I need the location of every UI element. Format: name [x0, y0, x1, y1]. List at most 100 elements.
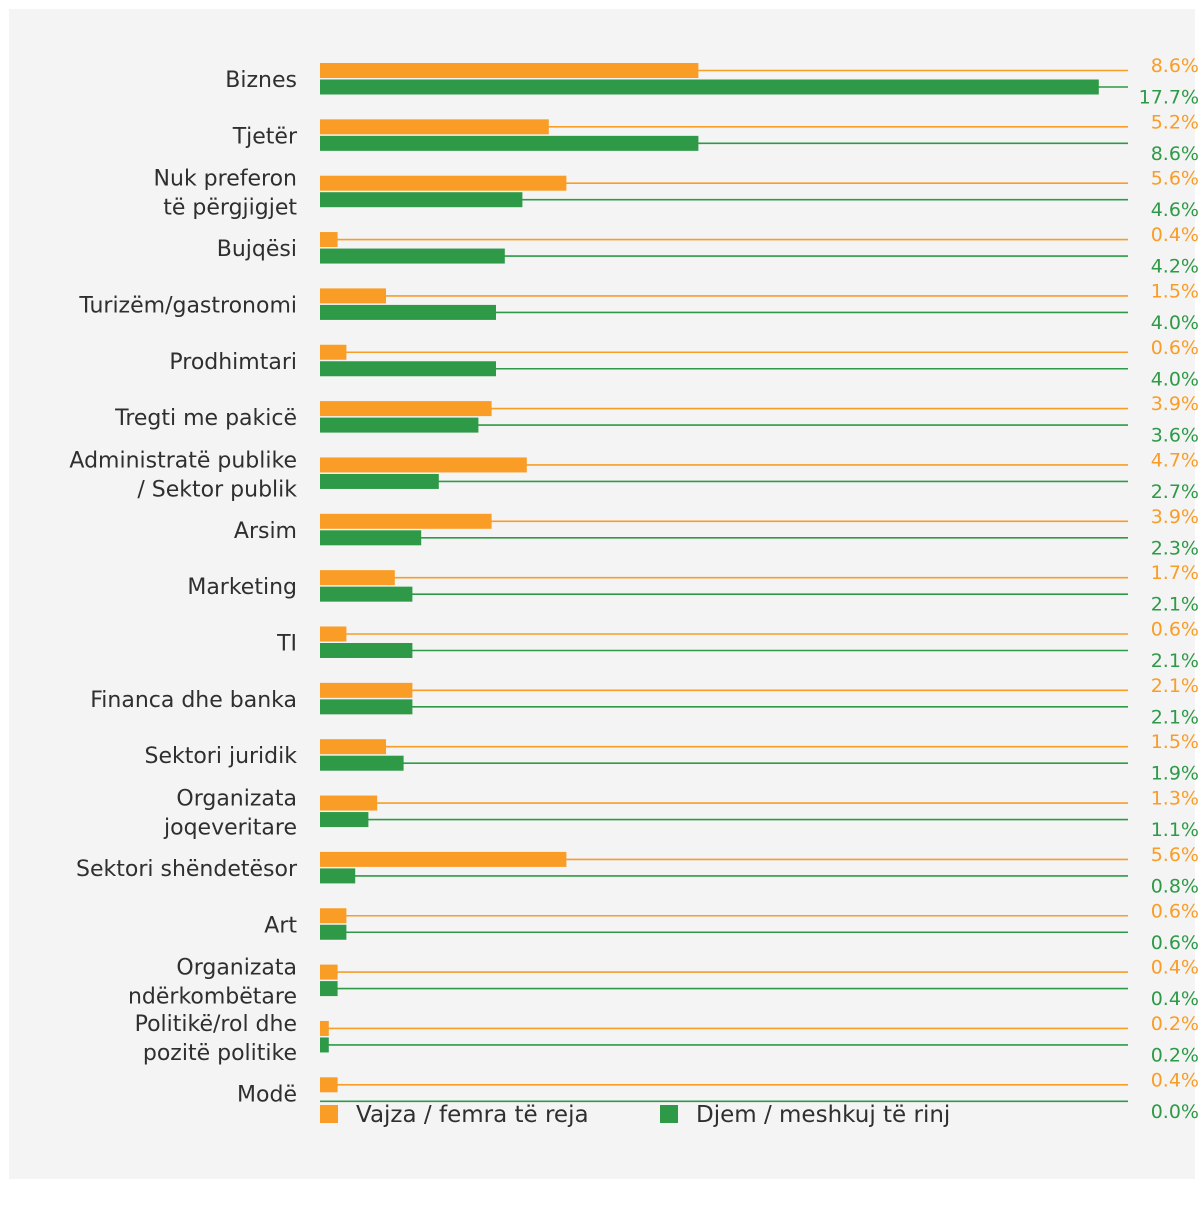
data-label: 2.1% [1151, 675, 1199, 697]
data-label: 5.2% [1151, 111, 1199, 133]
bar-female [320, 1077, 338, 1093]
data-label: 2.1% [1151, 594, 1199, 616]
bar-male [320, 473, 439, 489]
bar-female [320, 1020, 329, 1036]
bar-male [320, 699, 413, 715]
data-label: 5.6% [1151, 844, 1199, 866]
bar-male [320, 755, 404, 771]
data-label: 0.4% [1151, 957, 1199, 979]
data-label: 0.6% [1151, 900, 1199, 922]
legend-label: Vajza / femra të reja [356, 1102, 589, 1128]
bar-female [320, 119, 549, 135]
bar-female [320, 175, 567, 191]
category-label: Turizëm/gastronomi [78, 293, 297, 318]
data-label: 1.9% [1151, 763, 1199, 785]
data-label: 3.9% [1151, 393, 1199, 415]
category-label: Organizata [176, 956, 297, 981]
bar-female [320, 63, 699, 78]
data-label: 3.9% [1151, 506, 1199, 528]
legend-label: Djem / meshkuj të rinj [696, 1102, 950, 1128]
category-label: të përgjigjet [163, 196, 297, 221]
bar-female [320, 232, 338, 248]
category-label: / Sektor publik [137, 477, 297, 502]
data-label: 1.5% [1151, 280, 1199, 302]
category-label: Art [264, 913, 297, 938]
data-label: 8.6% [1151, 55, 1199, 77]
category-label: joqeveritare [163, 816, 297, 841]
data-label: 0.0% [1151, 1101, 1199, 1123]
category-label: Organizata [176, 787, 297, 812]
bar-female [320, 682, 413, 698]
data-label: 0.6% [1151, 932, 1199, 954]
data-label: 1.3% [1151, 788, 1199, 810]
category-label: Prodhimtari [169, 350, 297, 375]
legend-swatch [660, 1105, 678, 1123]
data-label: 0.6% [1151, 619, 1199, 641]
data-label: 0.8% [1151, 875, 1199, 897]
data-label: 0.4% [1151, 1069, 1199, 1091]
data-label: 0.6% [1151, 337, 1199, 359]
data-label: 1.5% [1151, 731, 1199, 753]
bar-male [320, 812, 369, 828]
bar-male [320, 868, 356, 884]
data-label: 8.6% [1151, 143, 1199, 165]
category-label: Administratë publike [69, 448, 297, 473]
data-label: 4.0% [1151, 368, 1199, 390]
data-label: 0.4% [1151, 988, 1199, 1010]
bar-male [320, 361, 496, 377]
bar-female [320, 908, 347, 924]
category-label: Tregti me pakicë [114, 406, 297, 431]
category-label: Bujqësi [217, 237, 297, 262]
data-label: 2.1% [1151, 706, 1199, 728]
bar-male [320, 586, 413, 602]
data-label: 4.0% [1151, 312, 1199, 334]
category-label: Modë [237, 1082, 297, 1107]
category-label: Sektori juridik [144, 744, 297, 769]
category-label: ndërkombëtare [128, 985, 297, 1010]
bar-male [320, 304, 496, 320]
bar-male [320, 530, 422, 546]
bar-female [320, 739, 386, 755]
data-label: 4.2% [1151, 256, 1199, 278]
data-label: 4.7% [1151, 449, 1199, 471]
data-label: 1.7% [1151, 562, 1199, 584]
bar-female [320, 344, 347, 360]
bar-female [320, 795, 378, 811]
data-label: 17.7% [1139, 87, 1199, 109]
bar-female [320, 570, 395, 586]
category-label: pozitë politike [143, 1041, 297, 1066]
data-label: 2.1% [1151, 650, 1199, 672]
category-label: Biznes [225, 68, 297, 93]
bar-male [320, 417, 479, 433]
bar-male [320, 1037, 329, 1053]
category-label: Sektori shëndetësor [76, 857, 298, 882]
category-label: Financa dhe banka [90, 688, 297, 713]
bar-male [320, 924, 347, 940]
bar-male [320, 248, 505, 264]
bar-female [320, 457, 527, 473]
bar-male [320, 192, 523, 208]
category-label: TI [276, 632, 297, 657]
data-label: 4.6% [1151, 199, 1199, 221]
category-label: Politikë/rol dhe [135, 1012, 297, 1037]
category-label: Nuk preferon [154, 167, 297, 192]
bar-female [320, 626, 347, 642]
bar-female [320, 401, 492, 417]
data-label: 0.2% [1151, 1013, 1199, 1035]
category-label: Marketing [187, 575, 297, 600]
bar-male [320, 643, 413, 658]
bar-female [320, 288, 386, 304]
legend-swatch [320, 1105, 338, 1123]
data-label: 2.7% [1151, 481, 1199, 503]
data-label: 3.6% [1151, 425, 1199, 447]
data-label: 0.2% [1151, 1044, 1199, 1066]
category-label: Tjetër [232, 124, 298, 149]
bar-female [320, 513, 492, 529]
data-label: 5.6% [1151, 168, 1199, 190]
bar-female [320, 964, 338, 980]
bar-male [320, 79, 1099, 95]
bar-female [320, 851, 567, 867]
bar-male [320, 135, 699, 151]
bar-male [320, 981, 338, 997]
